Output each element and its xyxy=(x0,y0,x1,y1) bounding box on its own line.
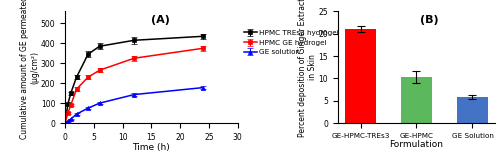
Y-axis label: Cumulative amount of GE permeated
(μg/cm²): Cumulative amount of GE permeated (μg/cm… xyxy=(20,0,40,139)
Text: (B): (B) xyxy=(420,15,438,25)
X-axis label: Formulation: Formulation xyxy=(390,140,444,149)
Bar xyxy=(345,29,376,123)
Bar xyxy=(457,97,488,123)
X-axis label: Time (h): Time (h) xyxy=(132,143,170,152)
Text: (A): (A) xyxy=(150,15,170,25)
Bar xyxy=(401,77,432,123)
Legend: HPMC TREs3 hydrogel, HPMC GE hydrogel, GE solution: HPMC TREs3 hydrogel, HPMC GE hydrogel, G… xyxy=(244,30,339,55)
Y-axis label: Percent deposition of Ginger Extract
in Skin: Percent deposition of Ginger Extract in … xyxy=(298,0,317,137)
